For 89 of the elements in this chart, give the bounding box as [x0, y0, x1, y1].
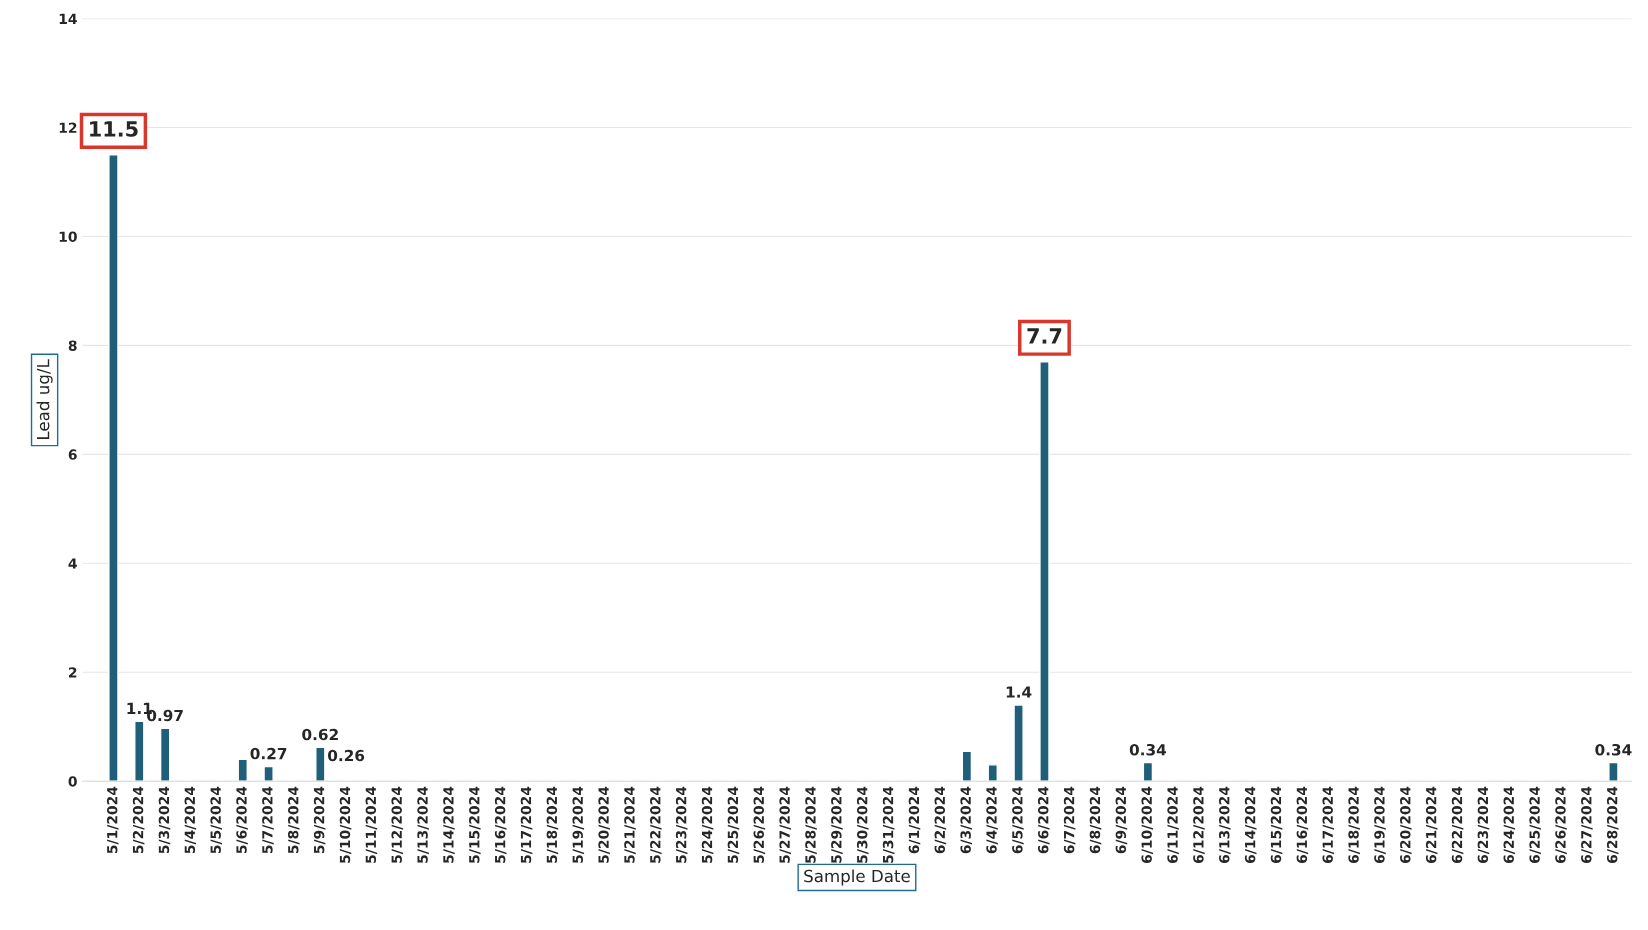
x-tick-label: 5/18/2024	[546, 786, 559, 863]
x-tick-label: 5/19/2024	[572, 786, 585, 863]
annotation: 11.5	[90, 121, 138, 137]
x-tick-label: 6/13/2024	[1219, 786, 1231, 863]
x-tick-label: 5/22/2024	[650, 786, 662, 863]
bar	[237, 758, 248, 782]
bar	[108, 154, 119, 782]
x-tick-label: 6/22/2024	[1451, 786, 1464, 863]
x-tick-label: 6/7/2024	[1063, 786, 1076, 854]
x-tick-label: 5/21/2024	[624, 786, 636, 863]
x-tick-label: 6/6/2024	[1037, 786, 1050, 854]
x-tick-label: 5/1/2024	[106, 786, 119, 854]
x-tick-label: 5/30/2024	[856, 786, 869, 863]
x-tick-label: 5/15/2024	[469, 786, 481, 863]
x-tick-label: 5/24/2024	[701, 786, 714, 863]
annotation: 0.26	[328, 749, 365, 762]
x-tick-label: 5/3/2024	[158, 786, 171, 854]
x-tick-label: 5/5/2024	[210, 786, 222, 854]
x-tick-label: 5/26/2024	[753, 786, 766, 863]
y-tick-label: 8	[68, 340, 77, 351]
bar	[1039, 361, 1050, 782]
bar	[1142, 761, 1154, 782]
x-tick-label: 6/11/2024	[1167, 786, 1179, 863]
x-tick-label: 5/8/2024	[287, 786, 300, 854]
x-axis-title: Sample Date	[804, 869, 910, 886]
bar	[1013, 704, 1024, 782]
x-tick-label: 5/28/2024	[805, 786, 817, 863]
x-tick-label: 5/14/2024	[443, 786, 455, 863]
x-tick-label: 6/1/2024	[908, 786, 921, 854]
x-tick-label: 6/15/2024	[1270, 786, 1283, 863]
data-label: 0.62	[302, 728, 338, 741]
x-tick-label: 6/23/2024	[1477, 786, 1490, 863]
y-tick-label: 12	[59, 122, 77, 133]
bar	[1608, 761, 1619, 782]
bar	[134, 720, 145, 782]
x-tick-label: 5/10/2024	[339, 786, 352, 863]
data-label: 0.27	[250, 747, 287, 760]
x-tick-label: 5/2/2024	[132, 786, 145, 854]
x-tick-label: 6/12/2024	[1193, 786, 1205, 863]
y-tick-label: 14	[59, 13, 77, 24]
x-tick-label: 5/20/2024	[598, 786, 610, 863]
x-tick-label: 5/27/2024	[779, 786, 791, 863]
x-tick-label: 5/13/2024	[417, 786, 429, 863]
x-tick-label: 5/23/2024	[675, 786, 688, 863]
data-label: 0.34	[1129, 744, 1167, 756]
x-tick-label: 6/21/2024	[1425, 786, 1438, 863]
x-tick-label: 6/20/2024	[1400, 786, 1412, 863]
data-label: 1.4	[1006, 686, 1032, 698]
x-tick-label: 6/27/2024	[1581, 786, 1593, 863]
y-tick-label: 2	[68, 667, 77, 678]
x-tick-label: 6/8/2024	[1089, 786, 1102, 854]
x-tick-label: 5/11/2024	[365, 786, 378, 863]
x-tick-label: 6/16/2024	[1296, 786, 1309, 863]
x-tick-label: 5/31/2024	[882, 786, 895, 863]
x-tick-label: 5/4/2024	[184, 786, 197, 854]
x-tick-label: 5/12/2024	[391, 786, 404, 863]
x-tick-label: 5/7/2024	[262, 786, 274, 854]
x-tick-label: 5/16/2024	[494, 786, 507, 863]
x-tick-label: 6/18/2024	[1348, 786, 1360, 863]
x-tick-label: 6/14/2024	[1244, 786, 1257, 863]
x-tick-label: 6/10/2024	[1141, 786, 1154, 863]
x-tick-label: 6/4/2024	[986, 786, 998, 854]
x-tick-label: 5/25/2024	[727, 786, 740, 863]
x-tick-label: 5/17/2024	[520, 786, 533, 863]
x-tick-label: 5/29/2024	[831, 786, 843, 863]
x-tick-label: 6/17/2024	[1322, 786, 1335, 863]
x-tick-label: 6/9/2024	[1115, 786, 1128, 854]
x-tick-label: 6/19/2024	[1374, 786, 1386, 863]
x-tick-label: 6/25/2024	[1529, 786, 1541, 863]
x-tick-label: 6/5/2024	[1012, 786, 1024, 854]
annotation: 7.7	[1027, 328, 1062, 344]
y-tick-label: 10	[59, 231, 77, 242]
y-axis-title: Lead ug/L	[36, 359, 53, 439]
data-label: 0.34	[1595, 744, 1632, 756]
bar	[315, 746, 326, 782]
x-tick-label: 5/6/2024	[236, 786, 248, 854]
bar	[987, 764, 998, 782]
x-tick-label: 5/9/2024	[313, 786, 326, 854]
bar	[961, 750, 973, 782]
x-tick-label: 6/24/2024	[1503, 786, 1516, 863]
x-tick-label: 6/2/2024	[934, 786, 947, 854]
bar	[159, 727, 171, 782]
x-tick-label: 6/26/2024	[1555, 786, 1567, 863]
x-tick-label: 6/3/2024	[960, 786, 972, 854]
y-tick-label: 0	[68, 776, 77, 787]
bar	[263, 765, 274, 782]
y-tick-label: 6	[68, 449, 77, 460]
y-tick-label: 4	[68, 558, 77, 569]
x-tick-label: 6/28/2024	[1606, 786, 1619, 863]
